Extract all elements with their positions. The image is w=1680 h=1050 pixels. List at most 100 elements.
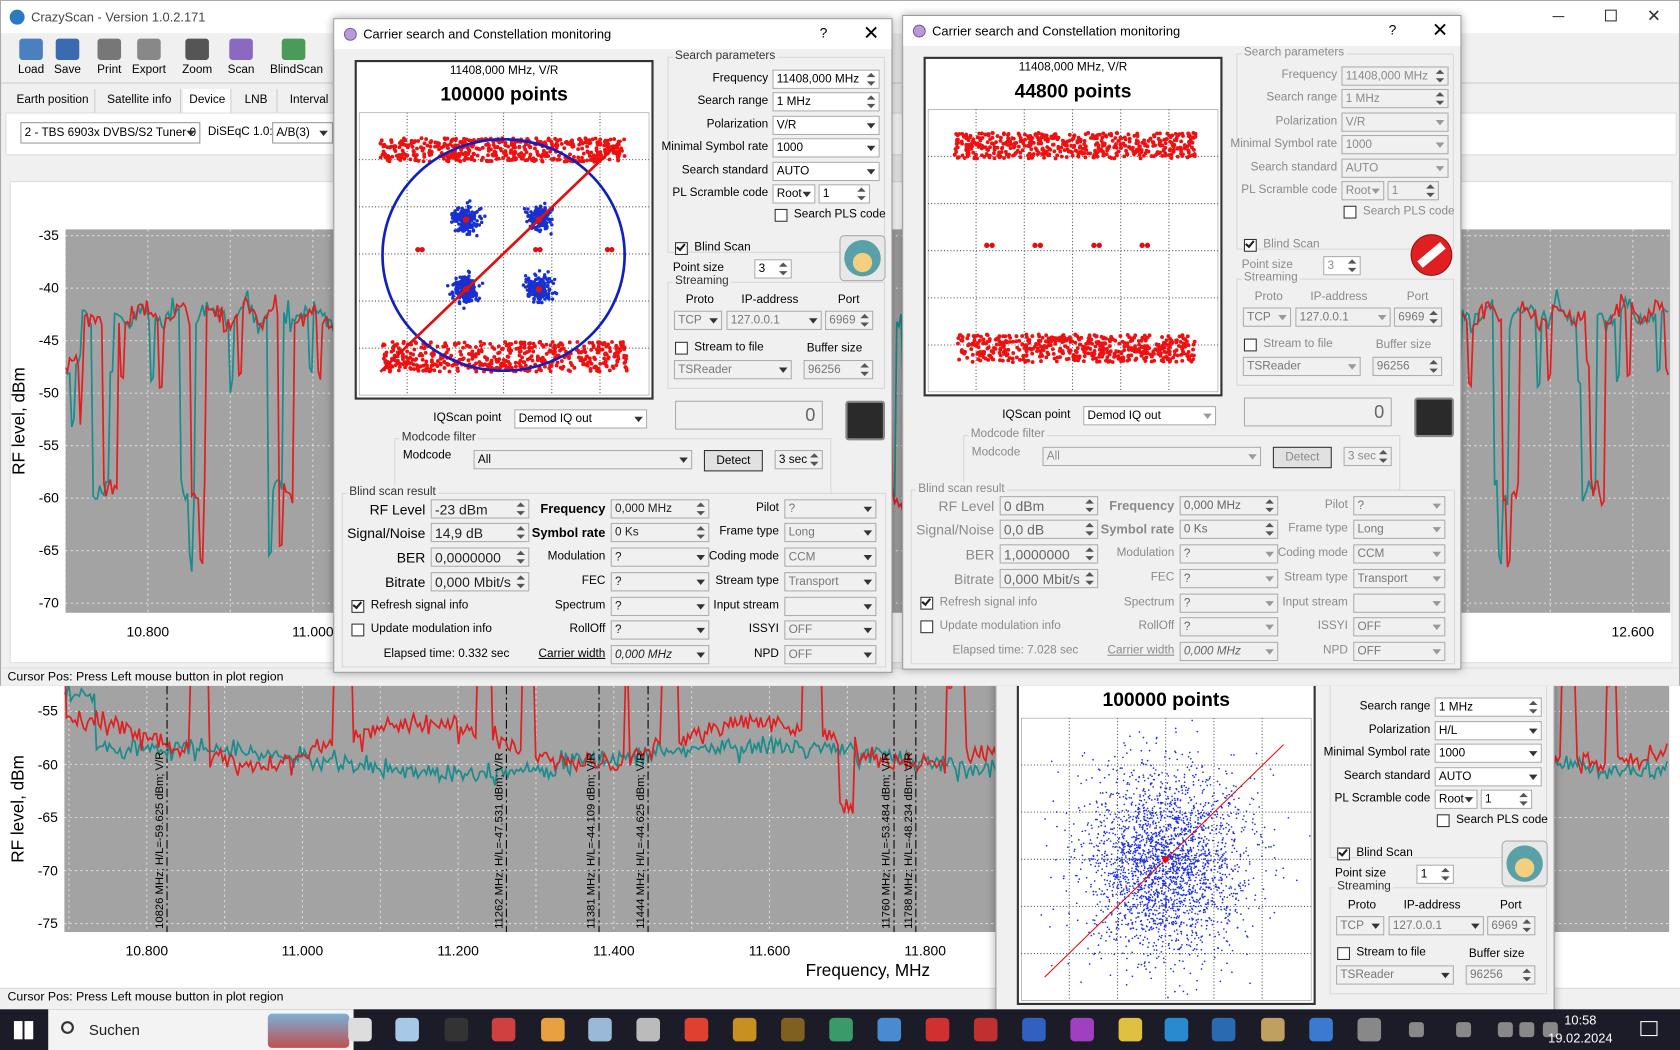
- spin-box[interactable]: 3 sec: [774, 450, 823, 470]
- combo-box[interactable]: H/L: [1434, 720, 1542, 741]
- spin-box[interactable]: 1: [818, 184, 871, 204]
- close-button[interactable]: ✕: [1646, 7, 1662, 26]
- checkbox[interactable]: [774, 208, 788, 222]
- iq-point: [1126, 783, 1129, 785]
- combo-box[interactable]: Root: [772, 184, 816, 204]
- maximize-button[interactable]: [1605, 9, 1617, 22]
- combo-box[interactable]: OFF: [784, 620, 877, 640]
- iq-point: [1128, 851, 1130, 854]
- iq-point: [1160, 849, 1163, 852]
- iq-point: [1199, 879, 1202, 882]
- checkbox[interactable]: [1337, 846, 1351, 861]
- iq-point: [466, 358, 471, 363]
- toolbar-button[interactable]: Zoom: [174, 36, 221, 79]
- combo-box[interactable]: TSReader: [1336, 965, 1454, 985]
- checkbox[interactable]: [1436, 814, 1450, 828]
- iq-point: [1155, 849, 1158, 852]
- minimize-button[interactable]: [1552, 16, 1565, 18]
- iq-point: [537, 246, 543, 253]
- combo-box[interactable]: 1000: [1434, 743, 1542, 764]
- close-button[interactable]: ✕: [862, 22, 880, 44]
- toolbar-button[interactable]: Load: [8, 36, 55, 79]
- combo-box[interactable]: [784, 596, 877, 617]
- tab[interactable]: LNB: [234, 88, 278, 113]
- iq-point: [1063, 875, 1065, 877]
- iq-point: [561, 346, 566, 351]
- iq-point: [1142, 776, 1145, 779]
- help-button[interactable]: ?: [1388, 21, 1397, 38]
- iq-point: [1090, 858, 1092, 860]
- iq-point: [1208, 934, 1211, 936]
- toolbar-button[interactable]: Save: [44, 36, 91, 79]
- combo-box[interactable]: 1000: [772, 138, 880, 158]
- tab[interactable]: Earth position: [9, 88, 96, 113]
- spin-box[interactable]: 6969: [825, 310, 874, 331]
- iq-point: [1100, 935, 1103, 937]
- iq-point: [1176, 929, 1178, 931]
- combo-box[interactable]: All: [473, 450, 693, 470]
- iq-point: [552, 277, 557, 282]
- spin-box[interactable]: 96256: [1465, 965, 1536, 985]
- combo-box[interactable]: TCP: [1336, 916, 1385, 936]
- iq-point: [1169, 934, 1172, 937]
- spin-box[interactable]: 11408,000 MHz: [772, 69, 880, 89]
- checkbox[interactable]: [1337, 947, 1351, 961]
- iq-point: [1171, 862, 1174, 865]
- tab[interactable]: Device: [183, 88, 232, 113]
- close-button[interactable]: ✕: [1431, 19, 1449, 41]
- iq-point: [1144, 884, 1146, 887]
- combo-box[interactable]: 127.0.0.1: [1388, 916, 1484, 936]
- iq-point: [486, 148, 491, 153]
- iq-point: [422, 346, 427, 351]
- checkbox[interactable]: [675, 341, 688, 355]
- spin-box[interactable]: 1: [1416, 864, 1454, 884]
- combo-box[interactable]: Root: [1434, 789, 1478, 809]
- combo-box[interactable]: V/R: [772, 115, 880, 135]
- iq-point: [408, 157, 413, 162]
- spin-box[interactable]: 6969: [1487, 916, 1536, 936]
- combo-box[interactable]: 127.0.0.1: [726, 310, 822, 331]
- iq-point: [1190, 862, 1193, 865]
- iq-point: [452, 155, 457, 160]
- combo-box[interactable]: AUTO: [772, 161, 880, 181]
- iq-point: [1188, 899, 1191, 901]
- detect-button[interactable]: Detect: [703, 450, 763, 472]
- spin-box[interactable]: 1: [1480, 789, 1533, 809]
- combo-box[interactable]: TCP: [673, 310, 723, 331]
- combo-box[interactable]: Demod IQ out: [514, 409, 648, 429]
- combo-box[interactable]: 2 - TBS 6903x DVBS/S2 Tuner 0: [20, 122, 201, 144]
- spin-box[interactable]: 1 MHz: [772, 92, 880, 112]
- combo-box[interactable]: AUTO: [1434, 766, 1542, 786]
- spin-box[interactable]: 3: [754, 259, 792, 279]
- tab[interactable]: Satellite info: [97, 88, 182, 113]
- iq-point: [1122, 874, 1124, 877]
- iq-point: [1233, 847, 1236, 850]
- spin-box[interactable]: 1 MHz: [1434, 697, 1542, 718]
- iq-point: [1146, 759, 1149, 762]
- iq-point: [1205, 919, 1207, 922]
- iq-point: [1088, 963, 1091, 965]
- combo-box[interactable]: TSReader: [673, 360, 792, 380]
- combo-box[interactable]: OFF: [784, 645, 877, 665]
- toolbar-button[interactable]: Scan: [218, 36, 265, 79]
- iq-point: [527, 345, 532, 350]
- iq-point: [1134, 870, 1137, 873]
- toolbar-button[interactable]: Export: [125, 36, 172, 79]
- help-button[interactable]: ?: [819, 24, 828, 41]
- checkbox[interactable]: [351, 623, 365, 637]
- iq-point: [1175, 869, 1178, 872]
- checkbox[interactable]: [351, 599, 365, 613]
- combo-box[interactable]: A/B(3): [272, 122, 334, 144]
- iq-point: [1189, 905, 1192, 908]
- tab[interactable]: Interval: [279, 88, 339, 113]
- iq-point: [422, 152, 427, 157]
- toolbar-button[interactable]: Print: [86, 36, 133, 79]
- iq-point: [1195, 898, 1198, 901]
- checkbox[interactable]: [675, 241, 688, 256]
- iq-point: [1125, 819, 1128, 821]
- iq-point: [1166, 803, 1169, 805]
- toolbar-button[interactable]: BlindScan: [270, 36, 323, 79]
- iq-point: [1079, 809, 1081, 812]
- spin-box[interactable]: 96256: [803, 360, 874, 380]
- iq-point: [475, 219, 479, 223]
